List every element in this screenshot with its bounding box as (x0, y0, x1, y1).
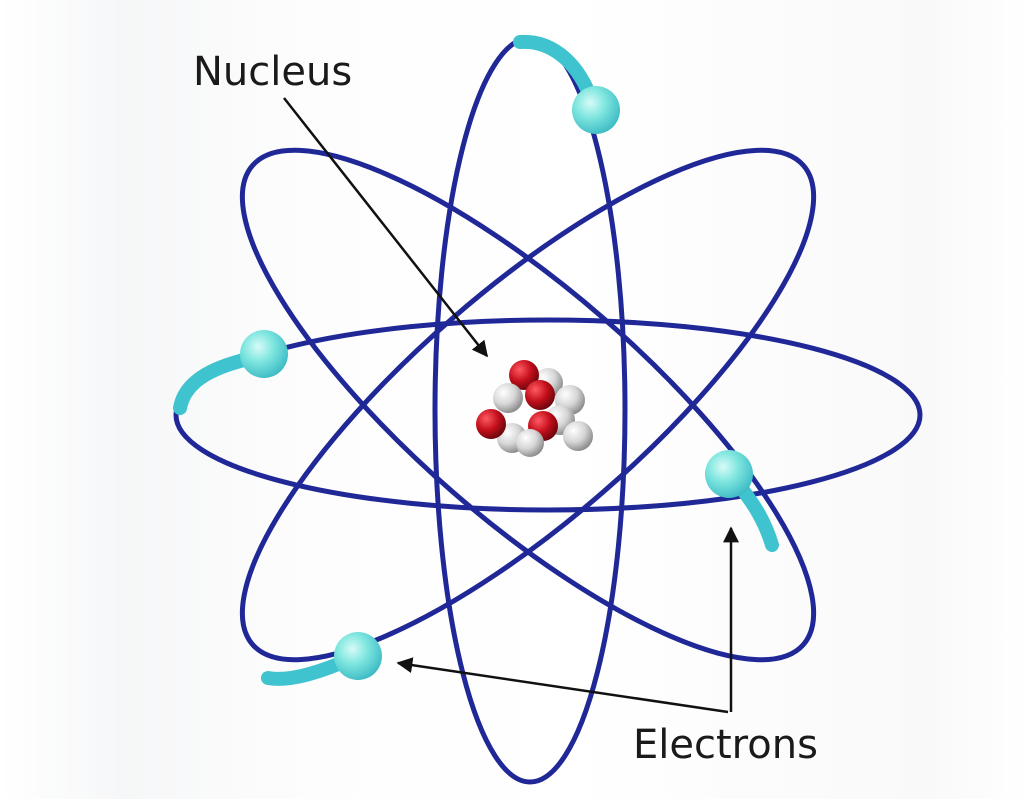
orbit-horizontal (173, 317, 923, 513)
electron-top (572, 86, 620, 134)
neutron (493, 383, 523, 413)
electron-left (240, 330, 288, 378)
electron-right (705, 450, 753, 498)
neutron (516, 429, 544, 457)
nucleus-label: Nucleus (193, 49, 353, 95)
electrons-label: Electrons (633, 722, 818, 768)
proton (525, 380, 555, 410)
electrons-arrow-left (396, 657, 729, 714)
nucleus-cluster (476, 360, 593, 457)
nucleus-arrow (283, 97, 488, 358)
proton (509, 360, 539, 390)
proton (476, 409, 506, 439)
electron-trail-top (513, 34, 597, 103)
electron-bottom-left (334, 632, 382, 680)
orbit-diagonal-left (239, 147, 817, 663)
orbit-diagonal-right (239, 147, 817, 663)
orbit-vertical (432, 35, 628, 785)
neutron (563, 421, 593, 451)
